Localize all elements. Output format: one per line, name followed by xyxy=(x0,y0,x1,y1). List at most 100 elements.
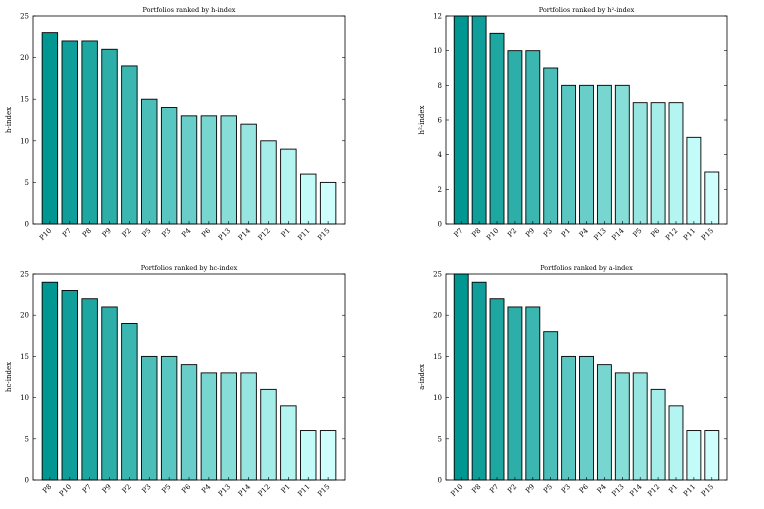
category-label: P9 xyxy=(101,483,113,495)
category-label: P15 xyxy=(700,227,715,242)
y-tick-label: 20 xyxy=(433,312,442,320)
bar-p7 xyxy=(81,298,98,481)
category-label: P11 xyxy=(682,227,697,242)
category-label: P5 xyxy=(631,227,643,239)
bar-p1 xyxy=(668,405,684,481)
category-label: P6 xyxy=(578,482,591,495)
bar-p8 xyxy=(471,281,487,481)
bar-p7 xyxy=(61,40,78,225)
category-label: P14 xyxy=(237,226,253,242)
category-label: P14 xyxy=(610,226,626,242)
bar-p11 xyxy=(686,430,702,481)
bar-p9 xyxy=(525,50,541,225)
category-label: P4 xyxy=(200,482,213,495)
y-tick-label: 10 xyxy=(20,137,29,145)
category-label: P3 xyxy=(542,227,554,239)
chart-svg: Portfolios ranked by hc-index hc-index P8 P… xyxy=(5,264,346,498)
category-label: P5 xyxy=(160,483,172,495)
plot-frame xyxy=(32,15,346,225)
bar-p3 xyxy=(543,67,559,225)
bar-p3 xyxy=(160,107,178,225)
chart-title: Portfolios ranked by h-index xyxy=(143,6,236,14)
bar-p5 xyxy=(141,98,158,225)
category-label: P11 xyxy=(682,483,697,498)
category-label: P5 xyxy=(542,483,554,495)
y-tick-label: 5 xyxy=(25,435,29,443)
bar-p10 xyxy=(41,32,59,225)
category-label: P8 xyxy=(470,483,482,495)
bar-p4 xyxy=(579,84,594,225)
bar-p8 xyxy=(81,40,98,225)
category-label: P3 xyxy=(160,227,172,239)
bar-p2 xyxy=(507,50,523,225)
category-label: P6 xyxy=(200,226,213,239)
chart-h-index: Portfolios ranked by h-index h-index P10 P7… xyxy=(0,0,382,255)
bar-p7 xyxy=(489,298,505,481)
category-label: P14 xyxy=(628,482,644,498)
bar-p11 xyxy=(300,430,317,481)
category-label: P12 xyxy=(664,227,679,242)
bar-p12 xyxy=(650,388,666,481)
bar-p15 xyxy=(319,181,337,225)
bar-p12 xyxy=(260,388,277,481)
y-tick-label: 0 xyxy=(438,477,442,485)
y-tick-label: 20 xyxy=(20,312,29,320)
bar-p15 xyxy=(319,430,337,481)
category-label: P2 xyxy=(506,483,518,495)
category-label: P15 xyxy=(700,483,715,498)
category-label: P12 xyxy=(646,483,661,498)
chart-h2-index: Portfolios ranked by h²-index h²-index P7 P… xyxy=(382,0,764,255)
category-label: P1 xyxy=(280,227,292,239)
bar-p10 xyxy=(61,290,78,481)
bar-p6 xyxy=(579,355,594,481)
category-label: P1 xyxy=(560,227,572,239)
category-label: P14 xyxy=(237,482,253,498)
bar-p5 xyxy=(543,331,559,481)
y-tick-label: 15 xyxy=(433,353,442,361)
y-tick-label: 0 xyxy=(438,221,442,229)
category-label: P5 xyxy=(141,227,153,239)
y-tick-label: 15 xyxy=(20,353,29,361)
category-label: P4 xyxy=(180,226,193,239)
y-tick-label: 5 xyxy=(25,179,29,187)
bar-p2 xyxy=(121,65,138,225)
y-tick-label: 0 xyxy=(25,477,29,485)
bar-p5 xyxy=(632,102,648,225)
bar-p14 xyxy=(240,372,257,481)
bar-p11 xyxy=(300,173,317,225)
category-label: P13 xyxy=(610,483,625,498)
y-tick-label: 12 xyxy=(433,13,442,21)
category-label: P7 xyxy=(488,483,500,495)
category-label: P1 xyxy=(280,483,292,495)
plot-frame xyxy=(32,273,346,481)
bar-p5 xyxy=(160,355,178,481)
category-label: P15 xyxy=(316,227,331,242)
y-tick-label: 25 xyxy=(20,13,29,21)
y-tick-label: 8 xyxy=(438,82,442,90)
y-tick-label: 2 xyxy=(438,186,442,194)
category-label: P3 xyxy=(141,483,153,495)
category-label: P4 xyxy=(578,226,591,239)
bar-p12 xyxy=(260,140,277,225)
y-axis-label: hc-index xyxy=(5,362,13,392)
bar-p7 xyxy=(453,15,469,225)
bar-p9 xyxy=(101,48,118,225)
category-label: P6 xyxy=(180,482,193,495)
category-label: P3 xyxy=(560,483,572,495)
y-tick-label: 20 xyxy=(20,54,29,62)
y-tick-label: 25 xyxy=(433,271,442,279)
category-label: P2 xyxy=(506,227,518,239)
y-tick-label: 6 xyxy=(438,117,443,125)
category-label: P9 xyxy=(101,227,113,239)
category-label: P11 xyxy=(296,227,311,242)
chart-title: Portfolios ranked by hc-index xyxy=(141,264,238,272)
category-label: P2 xyxy=(121,227,133,239)
bar-p2 xyxy=(121,322,138,481)
bar-p4 xyxy=(200,372,218,481)
bar-p13 xyxy=(596,84,612,225)
y-tick-label: 10 xyxy=(433,394,442,402)
y-tick-label: 10 xyxy=(20,394,29,402)
bar-p12 xyxy=(668,102,684,225)
y-tick-label: 0 xyxy=(25,221,29,229)
